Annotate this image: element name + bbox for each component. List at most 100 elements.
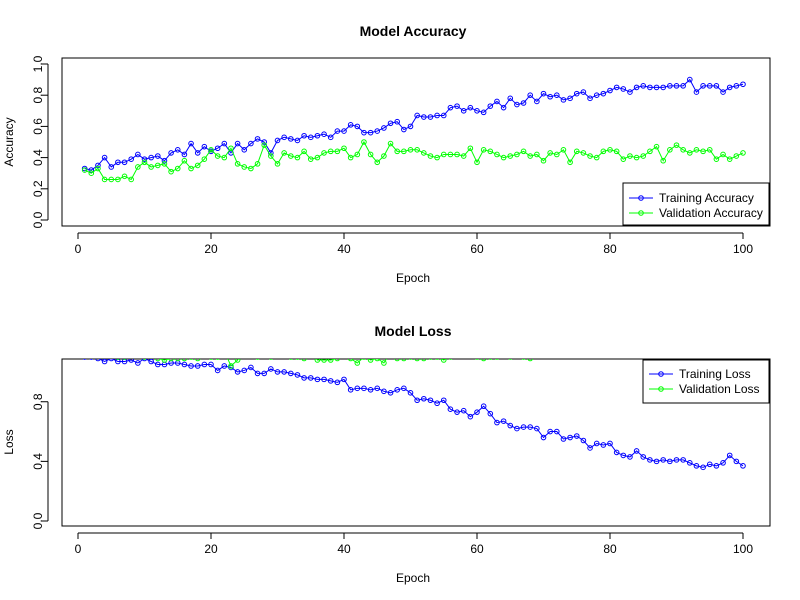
training-loss-point (208, 361, 214, 368)
validation-accuracy-point (660, 157, 667, 164)
validation-accuracy-point (148, 164, 154, 170)
training-accuracy-point (547, 93, 553, 100)
validation-loss-point (475, 359, 479, 360)
training-accuracy-point (421, 114, 427, 120)
validation-accuracy-point (188, 165, 194, 172)
validation-accuracy-point (700, 148, 706, 155)
training-loss-point (587, 445, 593, 451)
validation-loss-point (401, 359, 407, 362)
validation-loss-point (168, 359, 174, 362)
validation-accuracy-point (108, 176, 115, 183)
training-loss-point (647, 457, 653, 463)
training-loss-point (726, 452, 733, 459)
training-loss-point (128, 359, 134, 363)
validation-loss-point (494, 359, 499, 360)
validation-accuracy-point (81, 167, 88, 173)
accuracy-panel: Model Accuracy 0 20 40 60 80 100 0.0 0.2 0.4 0.6… (2, 23, 771, 285)
training-accuracy-point (394, 118, 401, 125)
validation-accuracy-point (474, 159, 480, 166)
validation-loss-point (354, 360, 361, 366)
training-accuracy-point (407, 123, 414, 130)
validation-loss-point (314, 359, 321, 363)
validation-loss-point (361, 359, 366, 360)
training-loss-point (740, 463, 746, 469)
training-accuracy-point (327, 134, 334, 141)
training-loss-point (347, 387, 354, 393)
validation-accuracy-point (254, 161, 261, 167)
training-loss-point (321, 376, 327, 383)
validation-loss-point (548, 353, 553, 358)
training-accuracy-point (88, 167, 95, 173)
validation-accuracy-point (121, 173, 128, 180)
validation-accuracy-point (181, 157, 188, 164)
training-loss-point (148, 359, 154, 365)
training-accuracy-point (580, 89, 587, 95)
validation-accuracy-point (407, 147, 414, 153)
loss-plot-frame (61, 358, 771, 527)
training-accuracy-point (447, 104, 454, 111)
loss-y-tick-label-1: 0.4 (31, 453, 45, 470)
validation-accuracy-point (500, 154, 507, 161)
training-accuracy-point (128, 156, 134, 162)
accuracy-y-axis: 0.0 0.2 0.4 0.6 0.8 1.0 (31, 55, 49, 228)
training-loss-point (520, 424, 527, 430)
accuracy-y-tick-label-2: 0.4 (31, 149, 45, 166)
training-accuracy-point (174, 147, 181, 153)
validation-loss-point (209, 359, 213, 360)
training-loss-point (733, 458, 740, 465)
training-accuracy-point (640, 83, 647, 89)
training-loss-point (487, 410, 494, 417)
training-accuracy-point (108, 164, 115, 170)
validation-accuracy-point (115, 176, 121, 183)
training-loss-point (673, 457, 680, 463)
training-loss-point (268, 366, 274, 372)
loss-y-tick-label-0: 0.0 (31, 512, 45, 529)
loss-x-tick-label-40: 40 (337, 542, 351, 556)
loss-x-axis: 0 20 40 60 80 100 (75, 532, 753, 556)
training-accuracy-point (660, 84, 667, 91)
validation-loss-point (155, 359, 161, 362)
validation-accuracy-point (573, 148, 580, 155)
training-loss-point (274, 369, 281, 375)
training-accuracy-point (687, 76, 693, 83)
validation-accuracy-point (234, 161, 241, 167)
training-accuracy-point (514, 101, 520, 108)
training-accuracy-point (115, 159, 121, 166)
legend-label-training-loss: Training Loss (679, 367, 751, 381)
validation-accuracy-point (554, 151, 560, 158)
accuracy-x-tick-label-60: 60 (470, 242, 484, 256)
validation-accuracy-point (135, 164, 141, 170)
validation-accuracy-point (527, 153, 534, 159)
training-accuracy-point (560, 97, 567, 103)
validation-accuracy-point (560, 147, 567, 153)
training-loss-point (573, 433, 580, 439)
training-loss-point (374, 385, 381, 392)
training-accuracy-point (500, 104, 507, 111)
validation-loss-point (242, 349, 247, 354)
validation-accuracy-point (713, 156, 720, 162)
training-loss-point (667, 458, 673, 465)
legend-label-validation-loss: Validation Loss (679, 382, 760, 396)
training-accuracy-point (726, 84, 733, 91)
validation-loss-point (255, 359, 260, 360)
validation-accuracy-point (487, 148, 494, 155)
validation-accuracy-point (460, 153, 467, 159)
validation-loss-point (367, 359, 374, 363)
validation-accuracy-point (174, 165, 181, 172)
validation-loss-point (327, 359, 334, 363)
training-loss-point (467, 413, 474, 420)
validation-accuracy-point (361, 139, 367, 145)
validation-accuracy-point (514, 151, 520, 158)
validation-loss-point (234, 359, 241, 363)
validation-accuracy-point (520, 148, 527, 155)
training-accuracy-point (155, 153, 161, 159)
legend-marker-training-accuracy (638, 195, 644, 201)
training-accuracy-point (307, 134, 314, 141)
training-accuracy-point (487, 103, 494, 109)
training-accuracy-point (188, 140, 194, 147)
loss-x-label: Epoch (396, 571, 430, 585)
training-accuracy-point (274, 137, 281, 144)
validation-loss-point (115, 359, 120, 360)
validation-accuracy-point (168, 168, 174, 175)
